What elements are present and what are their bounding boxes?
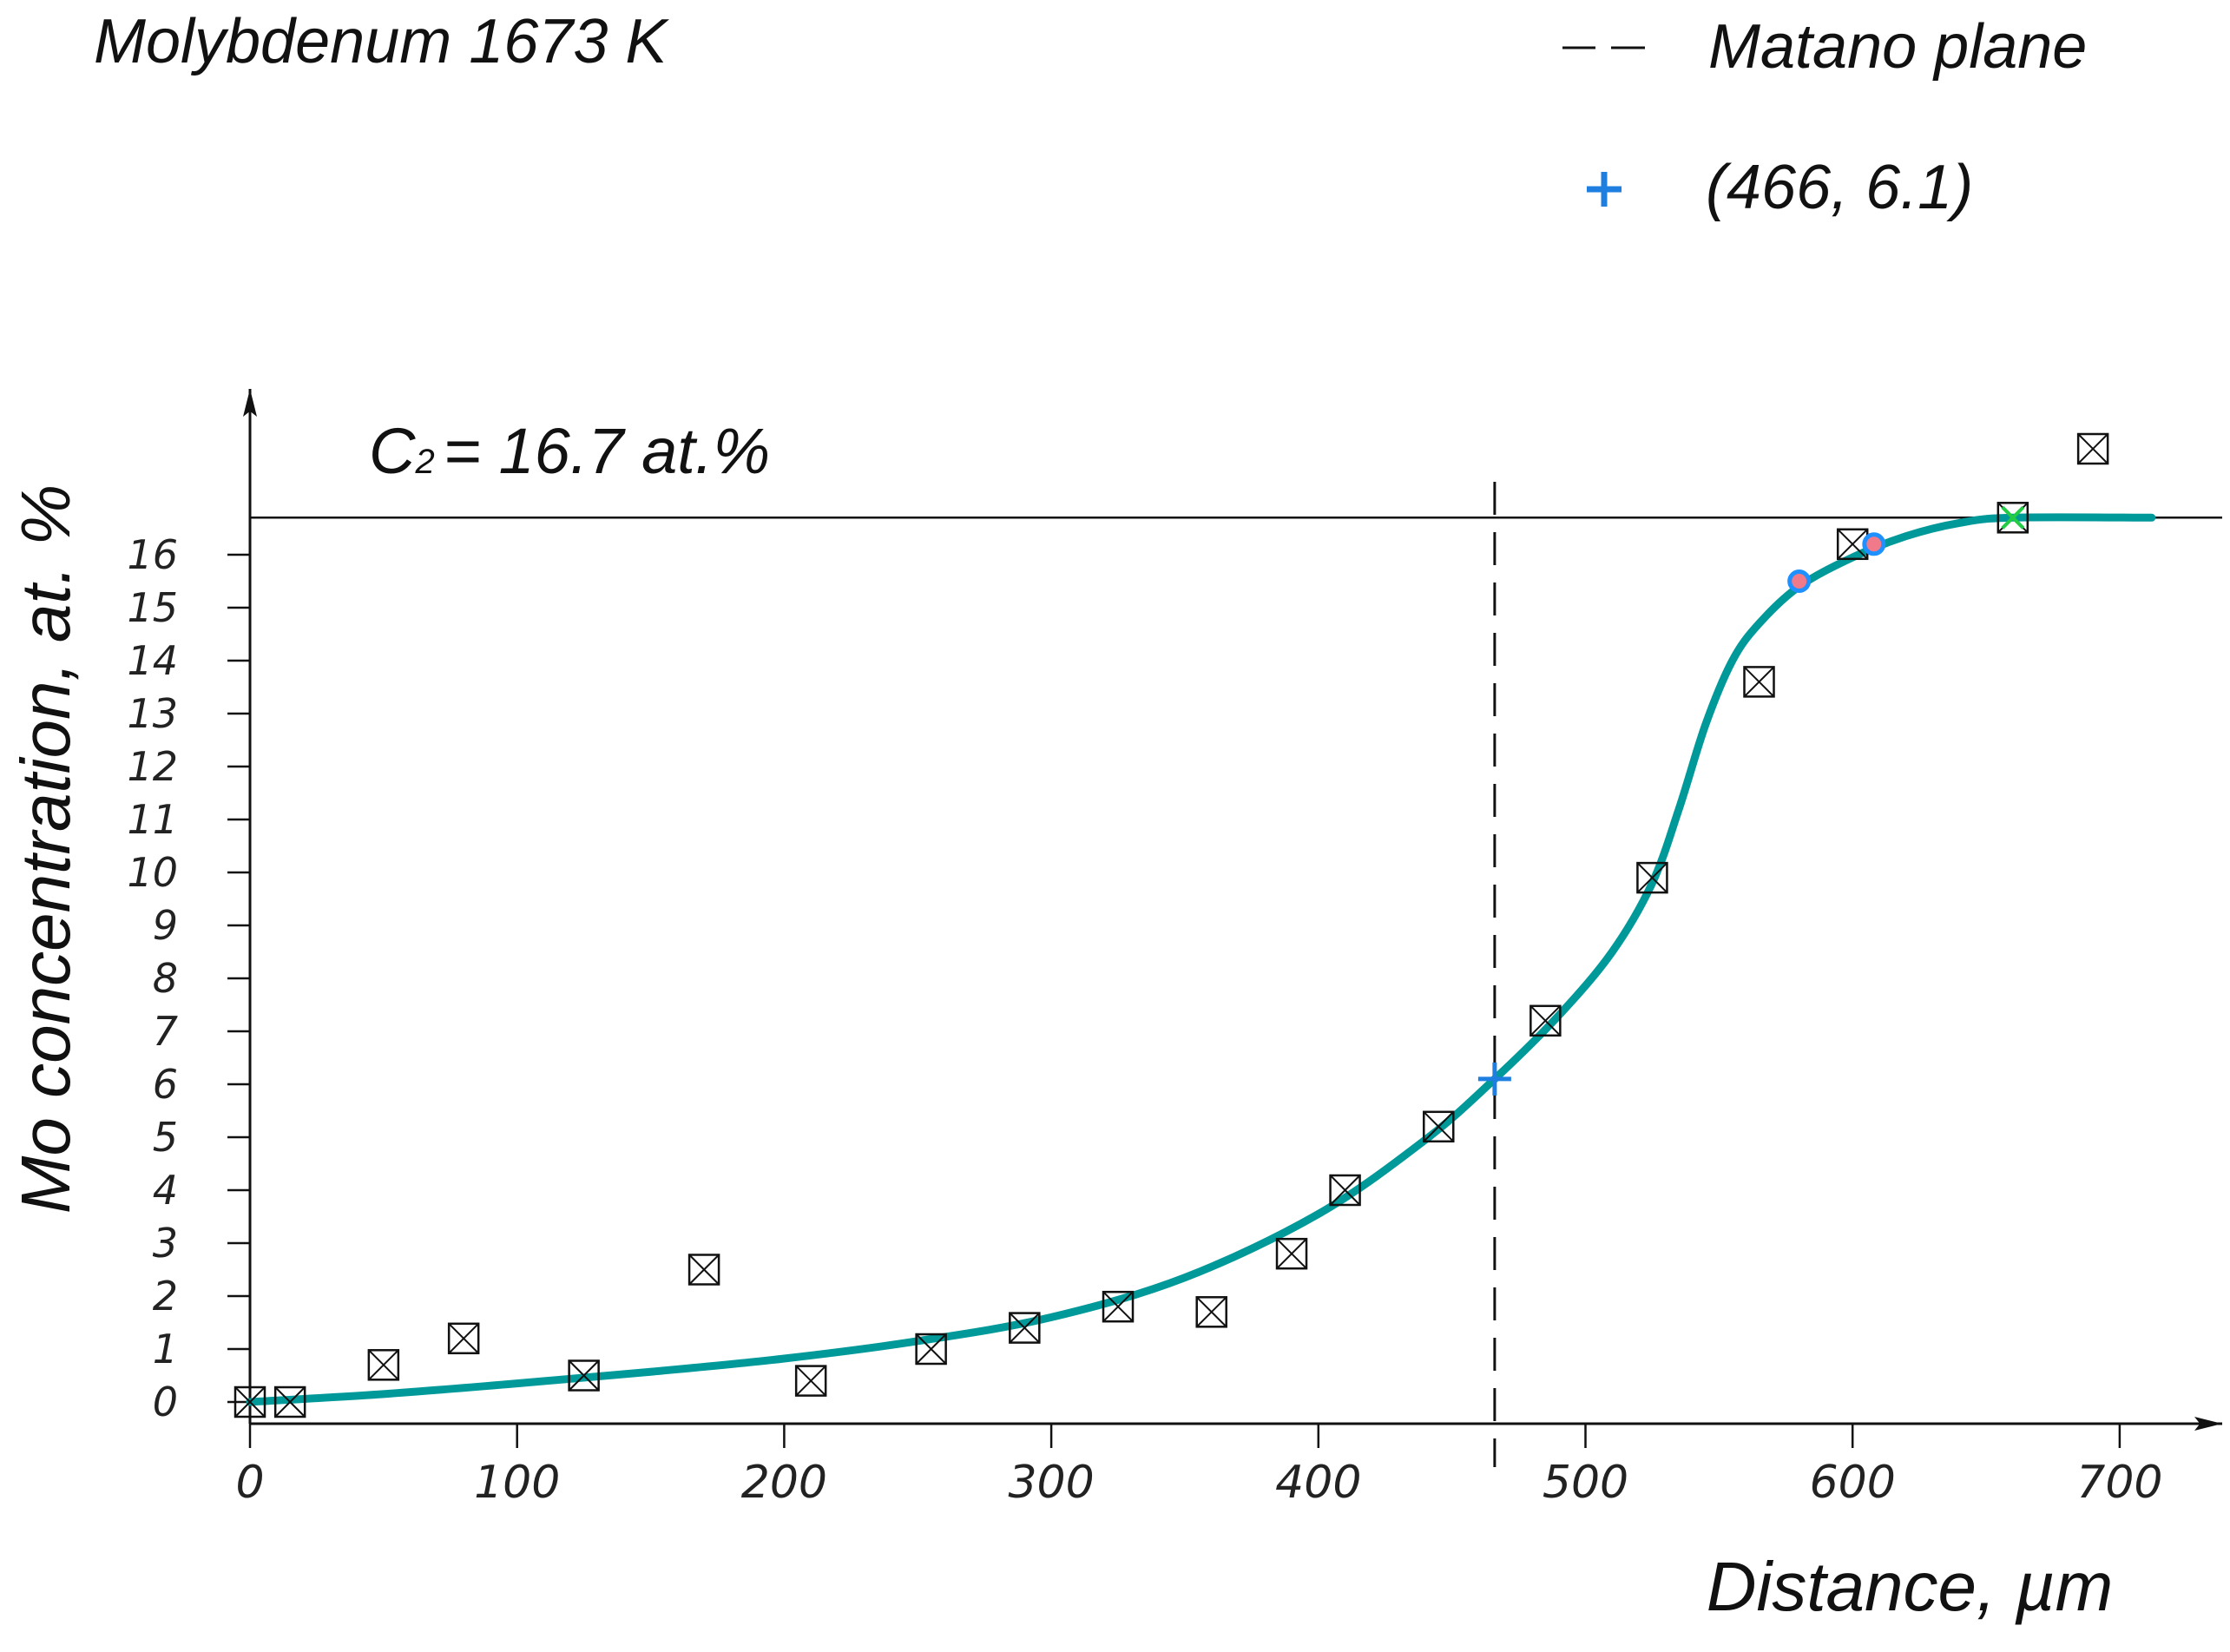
highlight-point <box>1787 569 1812 593</box>
green-cross-marker <box>2001 505 2025 530</box>
x-axis-label: Distance, µm <box>1707 1548 2113 1625</box>
legend-point-label: (466, 6.1) <box>1706 153 1973 222</box>
y-tick-label: 8 <box>153 955 178 1002</box>
c2-letter: C <box>369 415 416 487</box>
y-tick-label: 15 <box>127 584 178 631</box>
highlight-point <box>1862 532 1886 556</box>
y-tick-label: 9 <box>153 902 178 949</box>
x-tick-label: 400 <box>1275 1457 1361 1509</box>
data-point-marker <box>1009 1312 1041 1344</box>
data-point-marker <box>1743 666 1775 698</box>
legend: Matano plane (466, 6.1) <box>1562 12 2087 222</box>
data-point-marker <box>1275 1237 1308 1270</box>
y-tick-label: 3 <box>153 1220 178 1267</box>
y-tick-label: 11 <box>127 796 178 843</box>
x-tick-label: 200 <box>741 1457 827 1509</box>
data-point-marker <box>2076 432 2109 465</box>
legend-plus-icon <box>1587 172 1622 207</box>
data-point-marker <box>273 1385 306 1418</box>
overlay-markers-layer <box>1477 505 2025 1096</box>
x-tick-label: 100 <box>474 1457 560 1509</box>
y-tick-label: 2 <box>153 1273 178 1320</box>
y-tick-label: 13 <box>127 690 178 737</box>
data-point-marker <box>1195 1296 1227 1328</box>
x-tick-label: 300 <box>1008 1457 1094 1509</box>
fitted-curve <box>246 513 2156 1406</box>
data-point-marker <box>234 1385 266 1418</box>
x-tick-label: 500 <box>1543 1457 1628 1509</box>
x-tick-label: 0 <box>235 1457 264 1509</box>
data-point-marker <box>687 1254 720 1286</box>
y-tick-label: 16 <box>127 531 178 578</box>
c2-subscript: 2 <box>414 443 434 481</box>
x-tick-label: 600 <box>1810 1457 1896 1509</box>
y-tick-label: 10 <box>127 849 178 896</box>
matano-point-plus-icon <box>1477 1062 1511 1096</box>
ticks: 0 100 200 300 400 500 600 700012345678910111213… <box>127 531 2162 1509</box>
y-tick-label: 5 <box>153 1114 178 1161</box>
chart-title: Molybdenum 1673 K <box>94 7 669 76</box>
data-point-marker <box>1102 1290 1135 1323</box>
data-point-marker <box>1529 1004 1562 1037</box>
y-axis-label: Mo concentration, at. % <box>7 484 84 1214</box>
data-point-marker <box>568 1359 600 1392</box>
data-point-marker <box>1636 861 1668 894</box>
y-tick-label: 6 <box>153 1061 178 1108</box>
data-point-marker <box>794 1365 827 1397</box>
x-tick-label: 700 <box>2076 1457 2162 1509</box>
y-tick-label: 4 <box>153 1167 178 1214</box>
data-point-marker <box>1329 1174 1361 1207</box>
y-tick-label: 0 <box>153 1379 178 1425</box>
c2-text: = 16.7 at.% <box>444 415 770 487</box>
c2-annotation: C2 = 16.7 at.% <box>369 415 770 487</box>
y-tick-label: 12 <box>127 743 178 790</box>
data-point-marker <box>915 1333 947 1366</box>
fitted-curve-layer <box>246 513 2156 1406</box>
data-point-marker <box>447 1322 480 1355</box>
y-tick-label: 14 <box>127 637 178 684</box>
legend-matano-label: Matano plane <box>1708 12 2087 82</box>
data-point-marker <box>1423 1110 1455 1143</box>
data-point-marker <box>367 1349 400 1381</box>
data-points-layer <box>234 432 2109 1418</box>
y-tick-label: 7 <box>153 1008 178 1055</box>
y-tick-label: 1 <box>153 1326 178 1372</box>
